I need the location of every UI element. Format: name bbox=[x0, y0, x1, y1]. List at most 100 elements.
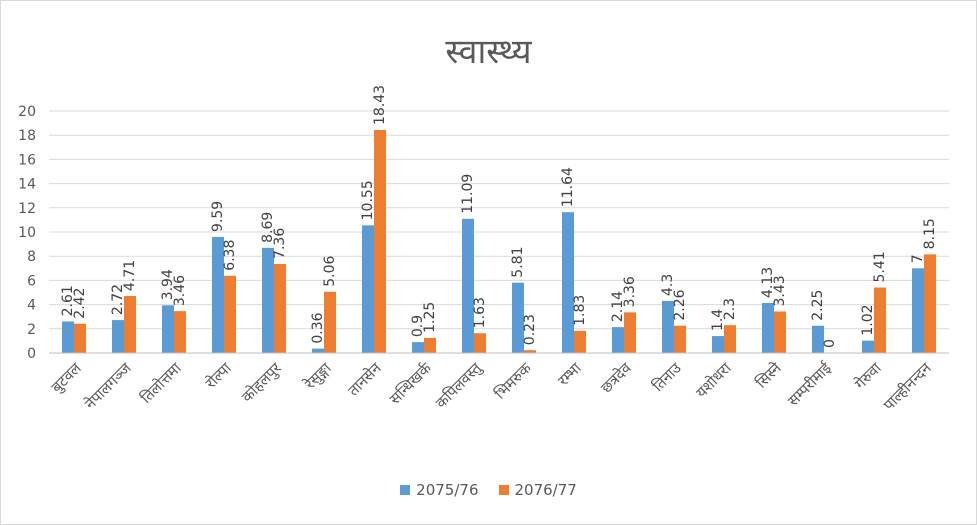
bar-2 bbox=[424, 337, 436, 353]
bar-2 bbox=[724, 325, 736, 353]
data-label: 2.26 bbox=[672, 289, 688, 320]
data-label: 6.38 bbox=[222, 240, 238, 271]
bar-2 bbox=[474, 333, 486, 353]
data-label: 10.55 bbox=[360, 180, 376, 220]
bar-1 bbox=[362, 225, 374, 353]
data-label: 2.3 bbox=[722, 298, 738, 320]
x-category-label: गेरुवा bbox=[851, 358, 885, 392]
x-category-label: नेपालगञ्ज bbox=[81, 358, 135, 412]
x-category-label: यशोधरा bbox=[692, 358, 735, 401]
x-category-label: कोहलपुर bbox=[238, 358, 286, 406]
data-label: 8.15 bbox=[922, 218, 938, 249]
bar-1 bbox=[762, 303, 774, 353]
bar-1 bbox=[62, 321, 74, 353]
bar-2 bbox=[124, 296, 136, 353]
bar-2 bbox=[874, 287, 886, 353]
bar-1 bbox=[862, 340, 874, 353]
legend-label-series-2: 2076/77 bbox=[514, 481, 577, 499]
legend-swatch-series-2 bbox=[498, 485, 509, 495]
data-label: 0.36 bbox=[310, 312, 326, 343]
data-label: 3.43 bbox=[772, 275, 788, 306]
x-category-label: सम्परीमाई bbox=[784, 358, 835, 409]
bar-1 bbox=[212, 236, 224, 353]
data-label: 4.3 bbox=[660, 274, 676, 296]
data-label: 11.64 bbox=[560, 167, 576, 207]
x-category-label: तानसेन bbox=[344, 359, 385, 400]
data-label: 4.13 bbox=[760, 267, 776, 298]
bar-1 bbox=[912, 268, 924, 353]
bar-2 bbox=[924, 254, 936, 353]
bar-2 bbox=[524, 350, 536, 353]
bar-2 bbox=[374, 129, 386, 353]
y-tick-label: 8 bbox=[27, 249, 36, 265]
bar-1 bbox=[162, 305, 174, 353]
data-label: 2.61 bbox=[60, 285, 76, 316]
bar-1 bbox=[312, 348, 324, 353]
bar-1 bbox=[262, 247, 274, 353]
data-label: 2.14 bbox=[610, 291, 626, 322]
bar-2 bbox=[174, 311, 186, 353]
bar-2 bbox=[74, 323, 86, 353]
y-tick-label: 4 bbox=[27, 298, 36, 314]
y-tick-label: 10 bbox=[18, 225, 36, 241]
bar-1 bbox=[462, 218, 474, 353]
data-label: 3.94 bbox=[160, 269, 176, 300]
bar-1 bbox=[512, 282, 524, 353]
x-category-label: रेसुङ्गा bbox=[300, 358, 336, 394]
data-label: 5.81 bbox=[510, 247, 526, 278]
bar-1 bbox=[412, 342, 424, 353]
data-label: 5.41 bbox=[872, 251, 888, 282]
x-category-label: कपिलवस्तु bbox=[432, 358, 486, 412]
x-category-label: सन्धिखर्क bbox=[386, 359, 435, 408]
legend-label-series-1: 2075/76 bbox=[416, 481, 479, 499]
data-label: 1.4 bbox=[710, 309, 726, 331]
data-label: 3.46 bbox=[172, 275, 188, 306]
bar-1 bbox=[562, 212, 574, 353]
bar-1 bbox=[662, 300, 674, 353]
data-label: 2.72 bbox=[110, 284, 126, 315]
x-category-label: तिलोत्तमा bbox=[137, 358, 186, 407]
bar-2 bbox=[774, 311, 786, 353]
data-label: 1.63 bbox=[472, 297, 488, 328]
bar-2 bbox=[224, 275, 236, 353]
x-category-label: भिमरुक bbox=[491, 359, 535, 403]
bar-1 bbox=[812, 325, 824, 353]
bar-2 bbox=[624, 312, 636, 353]
data-label: 1.25 bbox=[422, 302, 438, 333]
data-label: 2.42 bbox=[72, 288, 88, 319]
bar-1 bbox=[112, 320, 124, 353]
bar-1 bbox=[712, 336, 724, 353]
data-label: 2.25 bbox=[810, 290, 826, 321]
x-category-label: रोल्पा bbox=[202, 358, 236, 392]
legend-item-series-2: 2076/77 bbox=[498, 481, 577, 499]
data-label: 7 bbox=[910, 254, 926, 263]
data-label: 11.09 bbox=[460, 174, 476, 214]
y-tick-label: 0 bbox=[27, 346, 36, 362]
bar-2 bbox=[274, 263, 286, 353]
y-tick-label: 16 bbox=[18, 152, 36, 168]
y-tick-label: 20 bbox=[18, 104, 36, 120]
data-label: 0.9 bbox=[410, 315, 426, 337]
x-category-label: पाल्हीनन्दन bbox=[880, 359, 936, 415]
legend-swatch-series-1 bbox=[400, 485, 411, 495]
y-tick-label: 12 bbox=[18, 201, 36, 217]
x-category-label: छत्रदेव bbox=[597, 359, 635, 397]
data-label: 4.71 bbox=[122, 260, 138, 291]
data-label: 3.36 bbox=[622, 276, 638, 307]
x-category-label: तिनाउ bbox=[649, 359, 686, 396]
data-label: 1.83 bbox=[572, 295, 588, 326]
data-label: 18.43 bbox=[372, 85, 388, 125]
data-label: 7.36 bbox=[272, 228, 288, 259]
y-tick-label: 2 bbox=[27, 322, 36, 338]
chart-title: स्वास्थ्य bbox=[445, 32, 532, 72]
bar-1 bbox=[612, 327, 624, 353]
data-label: 9.59 bbox=[210, 201, 226, 232]
legend-item-series-1: 2075/76 bbox=[400, 481, 479, 499]
chart-legend: 2075/76 2076/77 bbox=[1, 481, 976, 499]
data-label: 8.69 bbox=[260, 212, 276, 243]
bar-2 bbox=[574, 330, 586, 353]
x-category-label: बुटवल bbox=[48, 359, 87, 398]
x-category-label: सिस्ने bbox=[752, 359, 785, 392]
